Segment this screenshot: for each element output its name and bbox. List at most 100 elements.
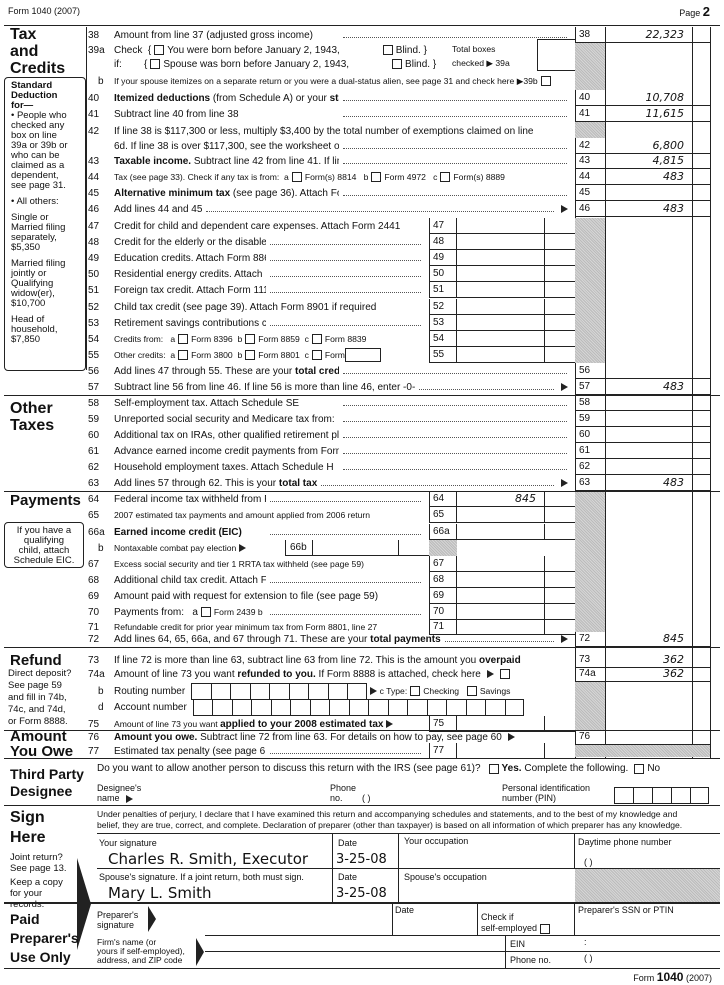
line-71-cents[interactable] [545, 619, 575, 635]
line-60-amount[interactable] [605, 427, 692, 443]
line-76-amount[interactable] [605, 729, 692, 745]
line-49-amount[interactable] [457, 250, 545, 266]
line-65-amount[interactable] [457, 507, 545, 523]
line-77-amount[interactable] [457, 743, 545, 759]
line-60-cents[interactable] [692, 427, 710, 443]
line-55-cents[interactable] [545, 347, 575, 363]
line-45-amount[interactable] [605, 185, 692, 201]
line-66a-cents[interactable] [545, 524, 575, 540]
checkbox[interactable] [291, 172, 302, 182]
line-40-amount[interactable]: 10,708 [605, 90, 692, 106]
line-61-cents[interactable] [692, 443, 710, 459]
line-66a-amount[interactable] [457, 524, 545, 540]
line-68-cents[interactable] [545, 572, 575, 588]
pin-digit[interactable] [690, 787, 709, 804]
checkbox[interactable] [440, 172, 451, 182]
digit-box[interactable] [288, 682, 309, 700]
ein-input[interactable]: : [584, 937, 587, 947]
line-74a-cents[interactable] [692, 666, 710, 682]
self-employed-checkbox[interactable] [540, 924, 551, 934]
line-47-cents[interactable] [545, 218, 575, 234]
designee-name-input[interactable] [135, 790, 315, 804]
line-73-amount[interactable]: 362 [605, 652, 692, 668]
pin-digit[interactable] [614, 787, 633, 804]
digit-box[interactable] [446, 698, 466, 716]
your-signature-date[interactable]: 3-25-08 [336, 852, 387, 867]
line-45-cents[interactable] [692, 185, 710, 201]
line-43-cents[interactable] [692, 153, 710, 169]
line-48-cents[interactable] [545, 234, 575, 250]
digit-box[interactable] [347, 682, 367, 700]
digit-box[interactable] [329, 698, 349, 716]
checkbox[interactable] [154, 45, 165, 55]
digit-box[interactable] [212, 698, 232, 716]
line-66b-cents[interactable] [399, 540, 429, 556]
digit-box[interactable] [290, 698, 310, 716]
line-51-amount[interactable] [457, 282, 545, 298]
line-63-cents[interactable] [692, 475, 710, 491]
digit-box[interactable] [230, 682, 250, 700]
pin-digit[interactable] [652, 787, 671, 804]
line-52-amount[interactable] [457, 299, 545, 315]
checkbox[interactable] [245, 334, 256, 344]
digit-box[interactable] [192, 698, 213, 716]
line-76-cents[interactable] [692, 729, 710, 745]
line-70-amount[interactable] [457, 604, 545, 620]
checkbox[interactable] [382, 45, 393, 55]
digit-box[interactable] [327, 682, 348, 700]
spouse-signature[interactable]: Mary L. Smith [108, 884, 212, 902]
line-42-cents[interactable] [692, 138, 710, 154]
line-59-amount[interactable] [605, 411, 692, 427]
line-67-amount[interactable] [457, 556, 545, 572]
line-55-amount[interactable] [457, 347, 545, 363]
digit-box[interactable] [191, 682, 211, 700]
line-59-cents[interactable] [692, 411, 710, 427]
line-38-amount[interactable]: 22,323 [605, 27, 692, 43]
checkbox[interactable] [499, 669, 510, 679]
line-77-cents[interactable] [545, 743, 575, 759]
line-69-cents[interactable] [545, 588, 575, 604]
digit-box[interactable] [426, 698, 447, 716]
line-54-amount[interactable] [457, 331, 545, 347]
line-73-cents[interactable] [692, 652, 710, 668]
checkbox[interactable] [311, 350, 322, 360]
line-54-cents[interactable] [545, 331, 575, 347]
digit-box[interactable] [251, 698, 271, 716]
line-38-cents[interactable] [692, 27, 710, 43]
digit-box[interactable] [465, 698, 486, 716]
digit-box[interactable] [485, 698, 505, 716]
digit-box[interactable] [309, 698, 330, 716]
line-42-amount[interactable]: 6,800 [605, 138, 692, 154]
checkbox[interactable] [311, 334, 322, 344]
digit-box[interactable] [308, 682, 328, 700]
designee-phone-input[interactable]: ( ) [362, 793, 371, 803]
line-41-cents[interactable] [692, 106, 710, 122]
checkbox[interactable] [178, 350, 189, 360]
checkbox[interactable] [540, 76, 551, 86]
checkbox[interactable] [466, 686, 477, 696]
line-62-amount[interactable] [605, 459, 692, 475]
line-71-amount[interactable] [457, 619, 545, 635]
line-46-cents[interactable] [692, 201, 710, 217]
line-50-amount[interactable] [457, 266, 545, 282]
line-53-amount[interactable] [457, 315, 545, 331]
pin-input[interactable] [614, 787, 709, 804]
your-signature[interactable]: Charles R. Smith, Executor [108, 850, 309, 868]
digit-box[interactable] [348, 698, 369, 716]
checkbox[interactable] [392, 59, 403, 69]
line-69-amount[interactable] [457, 588, 545, 604]
line-72-cents[interactable] [692, 631, 710, 647]
form-number-input[interactable] [344, 348, 381, 362]
line-47-amount[interactable] [457, 218, 545, 234]
line-57-amount[interactable]: 483 [605, 379, 692, 395]
spouse-signature-date[interactable]: 3-25-08 [336, 886, 387, 901]
line-44-cents[interactable] [692, 169, 710, 185]
pin-digit[interactable] [633, 787, 652, 804]
line-74a-amount[interactable]: 362 [605, 666, 692, 682]
line-52-cents[interactable] [545, 299, 575, 315]
line-72-amount[interactable]: 845 [605, 631, 692, 647]
digit-boxes[interactable] [192, 698, 525, 716]
daytime-phone-input[interactable]: ( ) [584, 857, 593, 867]
checkbox[interactable] [245, 350, 256, 360]
checkbox[interactable] [371, 172, 382, 182]
